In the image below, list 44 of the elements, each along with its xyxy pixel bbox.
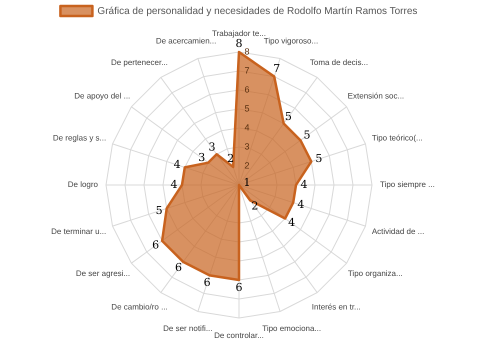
data-label: 4 xyxy=(300,178,308,191)
spoke-label: De ser agresi... xyxy=(76,268,130,278)
y-tick-label: 3 xyxy=(244,141,250,152)
spoke-label: Trabajador te... xyxy=(212,29,266,38)
spoke-label: De acercamien... xyxy=(156,36,216,46)
spoke-label: De pertenecer... xyxy=(110,58,168,68)
data-label: 5 xyxy=(284,110,292,123)
spoke-label: De reglas y s... xyxy=(52,134,106,143)
data-label: 6 xyxy=(174,261,182,274)
spoke-label: Tipo teórico(... xyxy=(372,134,423,143)
y-tick-label: 2 xyxy=(244,160,250,170)
data-label: 3 xyxy=(198,150,206,164)
data-label: 6 xyxy=(204,276,211,289)
spoke-label: Actividad de ... xyxy=(372,226,424,236)
y-tick-label: 7 xyxy=(244,65,250,76)
data-label: 4 xyxy=(170,178,178,191)
legend-label: Gráfica de personalidad y necesidades de Rodolfo Martín Ramos Torres xyxy=(97,6,418,17)
data-label: 5 xyxy=(156,204,163,217)
data-label: 4 xyxy=(297,198,304,211)
spoke-label: De ser notifi... xyxy=(163,324,212,333)
data-label: 5 xyxy=(315,152,322,165)
spoke-label: De controlar... xyxy=(214,331,264,339)
data-label: 1 xyxy=(244,176,250,189)
y-tick-label: 8 xyxy=(244,46,250,56)
data-label: 6 xyxy=(152,238,160,252)
spoke-label: Tipo siempre ... xyxy=(380,180,435,190)
data-label: 3 xyxy=(208,140,216,154)
y-tick-label: 5 xyxy=(244,103,250,114)
y-tick-label: 4 xyxy=(244,122,250,132)
spoke-label: Tipo vigoroso... xyxy=(264,36,318,46)
spoke-label: De terminar u... xyxy=(51,226,106,236)
data-label: 5 xyxy=(303,128,310,142)
spoke-label: Tipo emociona... xyxy=(262,324,322,333)
data-label: 4 xyxy=(174,158,181,171)
data-label: 7 xyxy=(273,62,280,75)
y-tick-label: 6 xyxy=(244,84,250,94)
spoke-label: De apoyo del ... xyxy=(74,91,130,100)
spoke-label: Interés en tr... xyxy=(312,302,361,312)
spoke-label: Toma de decis... xyxy=(310,58,368,68)
spoke-label: Extensión soc... xyxy=(348,91,404,100)
data-label: 4 xyxy=(288,216,296,230)
spoke-label: De logro xyxy=(68,180,99,190)
spoke-label: Tipo organiza... xyxy=(348,268,403,278)
spoke-label: De cambio/ro ... xyxy=(111,302,168,312)
